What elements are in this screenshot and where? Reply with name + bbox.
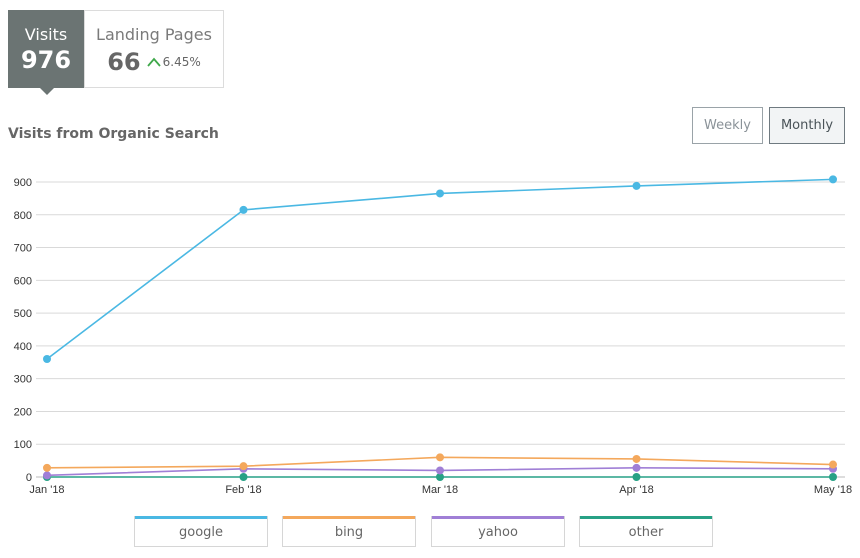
data-point-bing [632, 454, 641, 463]
data-point-google [436, 189, 444, 198]
y-tick-label: 100 [14, 439, 32, 451]
trend-up-icon [146, 57, 161, 67]
data-point-other [829, 473, 837, 481]
y-tick-label: 800 [14, 210, 32, 222]
data-point-bing [436, 453, 444, 462]
y-tick-label: 500 [14, 308, 32, 320]
legend-item-other[interactable]: other [579, 516, 713, 547]
data-point-bing [239, 462, 248, 471]
legend-label: bing [334, 525, 364, 540]
data-point-yahoo [632, 463, 641, 472]
y-tick-label: 400 [14, 341, 32, 353]
landing-pages-row: 66 6.45% [85, 48, 223, 76]
y-tick-label: 900 [14, 177, 32, 189]
data-point-other [436, 473, 444, 481]
y-tick-label: 0 [26, 472, 32, 484]
weekly-button[interactable]: Weekly [692, 107, 763, 144]
data-point-google [239, 205, 248, 214]
legend-color-swatch [135, 516, 267, 519]
x-tick-label: Apr '18 [619, 484, 654, 496]
organic-search-line-chart: 0 100 200 300 400 500 600 700 800 900 Jan '18 Feb '… [14, 175, 852, 496]
legend-item-yahoo[interactable]: yahoo [431, 516, 565, 547]
data-point-google [632, 181, 641, 190]
x-tick-label: May '18 [814, 484, 852, 496]
monthly-button[interactable]: Monthly [769, 107, 845, 144]
visits-value: 976 [20, 46, 72, 74]
x-tick-label: Mar '18 [422, 484, 458, 496]
legend-item-bing[interactable]: bing [282, 516, 416, 547]
landing-pages-value: 66 [107, 48, 141, 76]
y-tick-label: 700 [14, 243, 32, 255]
legend-color-swatch [580, 516, 712, 519]
x-tick-label: Jan '18 [29, 484, 64, 496]
legend-item-google[interactable]: google [134, 516, 268, 547]
landing-pages-label: Landing Pages [96, 25, 212, 44]
data-point-yahoo [43, 471, 51, 480]
y-tick-label: 300 [14, 374, 32, 386]
legend-label: other [628, 525, 664, 540]
legend-label: yahoo [478, 525, 518, 540]
data-point-yahoo [436, 466, 444, 475]
data-point-google [829, 175, 837, 184]
data-point-bing [829, 460, 837, 469]
data-point-google [43, 355, 51, 363]
series-line-google [46, 178, 834, 360]
visits-label: Visits [24, 25, 68, 44]
visits-stat-tile[interactable]: Visits 976 [8, 10, 84, 95]
y-tick-label: 600 [14, 275, 32, 287]
y-tick-label: 200 [14, 406, 32, 418]
landing-pages-stat-tile[interactable]: Landing Pages 66 6.45% [84, 10, 224, 88]
data-point-bing [43, 463, 51, 472]
legend-color-swatch [283, 516, 415, 519]
landing-pages-change: 6.45% [146, 55, 201, 69]
legend-label: google [178, 525, 224, 540]
x-tick-label: Feb '18 [225, 484, 261, 496]
landing-pages-change-value: 6.45% [162, 55, 201, 69]
data-point-other [632, 473, 641, 481]
data-point-other [239, 473, 248, 481]
legend-color-swatch [432, 516, 564, 519]
chart-title: Visits from Organic Search [8, 126, 219, 142]
